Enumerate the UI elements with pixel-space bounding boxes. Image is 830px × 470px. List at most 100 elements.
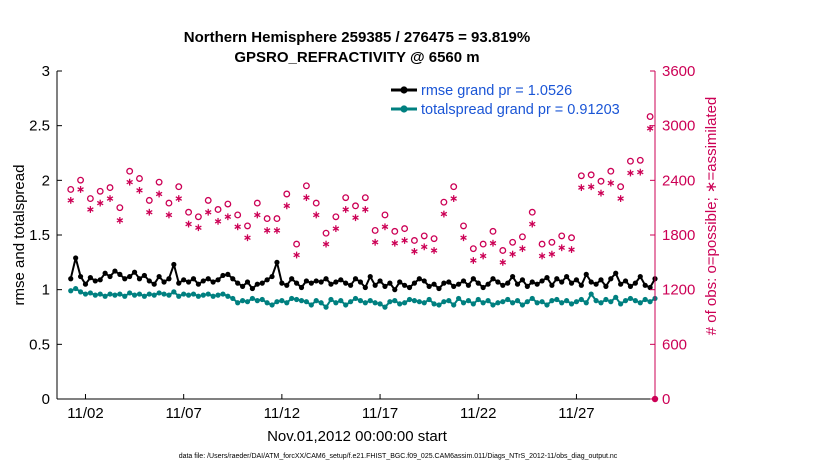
obs-possible-point (302, 182, 310, 190)
y-tick-label-left: 3 (42, 63, 50, 80)
totalspread-point (146, 291, 152, 297)
obs-possible-point (332, 213, 340, 221)
obs-assimilated-point (303, 194, 310, 202)
rmse-point (632, 280, 638, 286)
obs-assimilated-point (273, 227, 281, 234)
totalspread-point (284, 300, 290, 306)
obs-assimilated-point (391, 239, 399, 247)
rmse-point (397, 279, 403, 285)
y-tick-label-left: 0.5 (29, 336, 50, 353)
totalspread-point (573, 299, 580, 305)
rmse-point (92, 278, 98, 284)
obs-possible-point (126, 167, 134, 175)
obs-possible-point (381, 211, 389, 219)
totalspread-point (426, 296, 432, 303)
legend: rmse grand pr = 1.0526 totalspread grand… (391, 83, 620, 118)
totalspread-point (333, 300, 339, 306)
totalspread-point (328, 296, 334, 303)
rmse-point (406, 284, 413, 291)
obs-assimilated-point (67, 196, 75, 204)
rmse-point (539, 278, 545, 284)
rmse-point (544, 275, 550, 281)
obs-possible-point (67, 185, 75, 193)
y-tick-label-left: 0 (42, 391, 50, 408)
totalspread-point (171, 289, 177, 295)
rmse-point (505, 280, 511, 286)
rmse-point (323, 276, 329, 282)
totalspread-point (73, 285, 79, 292)
rmse-point (352, 276, 359, 282)
rmse-point (559, 279, 565, 285)
rmse-point (618, 281, 624, 287)
obs-possible-point (175, 183, 183, 191)
rmse-point (259, 280, 265, 286)
y-tick-label-right: 0 (662, 391, 670, 408)
rmse-point (73, 255, 79, 261)
rmse-point (122, 276, 128, 282)
rmse-point (416, 276, 422, 282)
data-file-footer: data file: /Users/raeder/DAI/ATM_forcXX/… (179, 453, 618, 460)
totalspread-point (564, 298, 570, 304)
totalspread-point (279, 298, 285, 304)
rmse-point (77, 273, 84, 280)
series-rmse (68, 255, 658, 293)
obs-assimilated-point (293, 251, 300, 259)
obs-assimilated-point (342, 206, 349, 213)
totalspread-point (632, 298, 638, 304)
rmse-point (549, 282, 555, 288)
obs-assimilated-point (509, 250, 516, 258)
rmse-point (235, 280, 241, 286)
totalspread-point (235, 300, 241, 306)
totalspread-point (460, 300, 467, 306)
rmse-point (480, 284, 486, 291)
rmse-point (622, 278, 629, 284)
totalspread-point (156, 290, 162, 296)
rmse-point (298, 284, 305, 291)
obs-assimilated-point (430, 247, 438, 254)
totalspread-point (127, 290, 133, 296)
totalspread-point (220, 291, 226, 297)
rmse-point (293, 280, 300, 286)
y-tick-label-right: 3600 (662, 63, 695, 80)
rmse-point (318, 279, 324, 285)
rmse-point (97, 277, 103, 283)
totalspread-point (210, 293, 216, 299)
totalspread-point (274, 299, 280, 305)
rmse-point (485, 281, 491, 287)
rmse-point (328, 281, 334, 287)
obs-assimilated-point (283, 202, 291, 210)
rmse-point (608, 276, 614, 282)
obs-possible-point (450, 183, 458, 191)
chart-title-line-2: GPSRO_REFRACTIVITY @ 6560 m (234, 49, 479, 66)
totalspread-point (559, 300, 565, 306)
rmse-point (554, 276, 560, 282)
totalspread-point (613, 294, 619, 300)
rmse-point (264, 277, 270, 283)
y-tick-label-left: 1.5 (29, 227, 50, 244)
totalspread-point (588, 291, 594, 297)
totalspread-point (77, 289, 84, 295)
rmse-point (578, 282, 584, 288)
totalspread-point (372, 300, 378, 306)
obs-assimilated-point (362, 206, 369, 213)
totalspread-point (377, 301, 383, 307)
totalspread-point (249, 295, 256, 302)
obs-possible-point (312, 199, 320, 207)
totalspread-point (303, 299, 310, 305)
obs-possible-point (342, 194, 350, 202)
rmse-point (475, 280, 481, 286)
totalspread-point (82, 291, 89, 297)
totalspread-point (406, 296, 413, 303)
obs-assimilated-point (116, 217, 124, 224)
rmse-point (362, 284, 368, 291)
totalspread-point (451, 302, 457, 308)
totalspread-point (598, 300, 604, 306)
rmse-point (230, 276, 236, 282)
obs-assimilated-point (155, 190, 163, 198)
obs-assimilated-point (440, 210, 448, 218)
obs-assimilated-point (87, 206, 94, 213)
totalspread-point (176, 293, 182, 299)
obs-possible-point (136, 175, 143, 182)
rmse-point (583, 271, 589, 277)
obs-assimilated-point (499, 258, 507, 266)
